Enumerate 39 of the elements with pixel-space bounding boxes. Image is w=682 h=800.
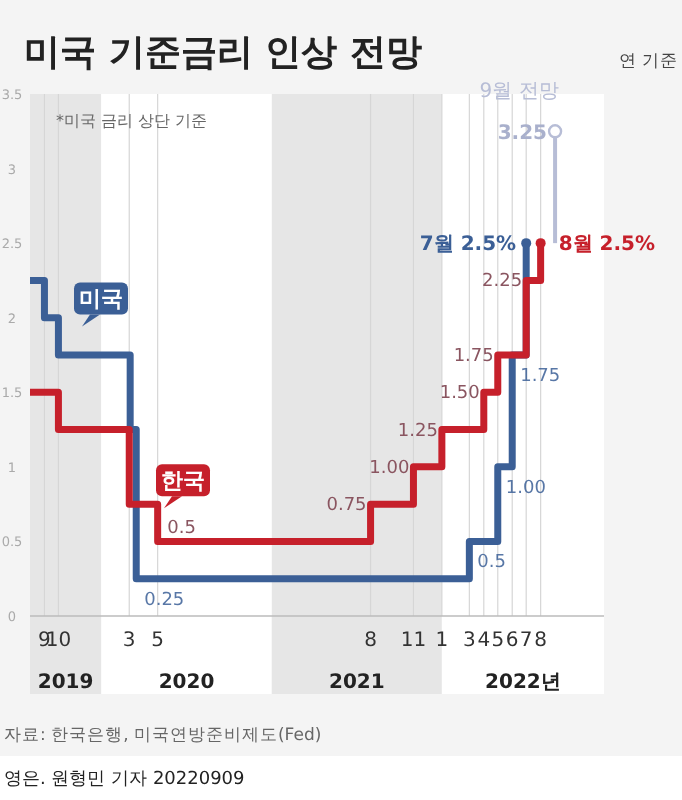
series-label: 9월 전망: [479, 81, 559, 104]
data-label: 1.25: [397, 421, 438, 442]
data-label: 1.50: [439, 384, 481, 405]
band-label: 2020: [158, 672, 215, 694]
text: 연 기준: [618, 52, 678, 72]
data-label: 0.25: [144, 590, 185, 611]
x-tick-label: 3: [122, 630, 136, 652]
annotation: 3.25: [497, 123, 548, 146]
x-tick-label: 5: [491, 630, 505, 652]
x-tick-label: 1: [435, 630, 449, 652]
chart-title: 미국 기준금리 인상 전망: [24, 32, 422, 74]
data-label: 1.75: [453, 347, 494, 367]
x-tick-label: 3: [462, 630, 476, 652]
text: 자료: 한국은행, 미국연방준비제도(Fed): [4, 726, 322, 746]
annotation: *미국 금리 상단 기준: [56, 112, 208, 130]
band-label: 2022년: [485, 672, 561, 694]
x-tick-label: 10: [45, 630, 72, 652]
band-label: 2021: [328, 672, 385, 694]
data-label: 0.5: [167, 519, 196, 540]
text: 영은. 원형민 기자 20220909: [4, 770, 246, 790]
data-label: 0.5: [477, 553, 507, 574]
data-label: 1.00: [369, 458, 410, 479]
x-tick-label: 11: [400, 630, 427, 652]
series-label: 미국: [79, 286, 123, 313]
x-tick-label: 8: [364, 630, 377, 652]
x-tick-label: 6: [505, 630, 519, 652]
data-label: 2.25: [482, 272, 523, 293]
annotation: 7월 2.5%: [419, 234, 517, 257]
band-label: 2019: [37, 672, 94, 694]
x-tick-label: 5: [151, 630, 165, 652]
series-label: 한국: [161, 468, 205, 495]
annotation: 8월 2.5%: [558, 234, 656, 257]
x-tick-label: 9: [38, 630, 51, 652]
x-tick-label: 8: [534, 630, 548, 652]
x-tick-label: 4: [477, 630, 491, 652]
data-label: 1.00: [505, 478, 547, 499]
data-label: 1.75: [520, 367, 561, 387]
data-label: 0.75: [326, 496, 367, 517]
x-tick-label: 7: [519, 630, 533, 652]
